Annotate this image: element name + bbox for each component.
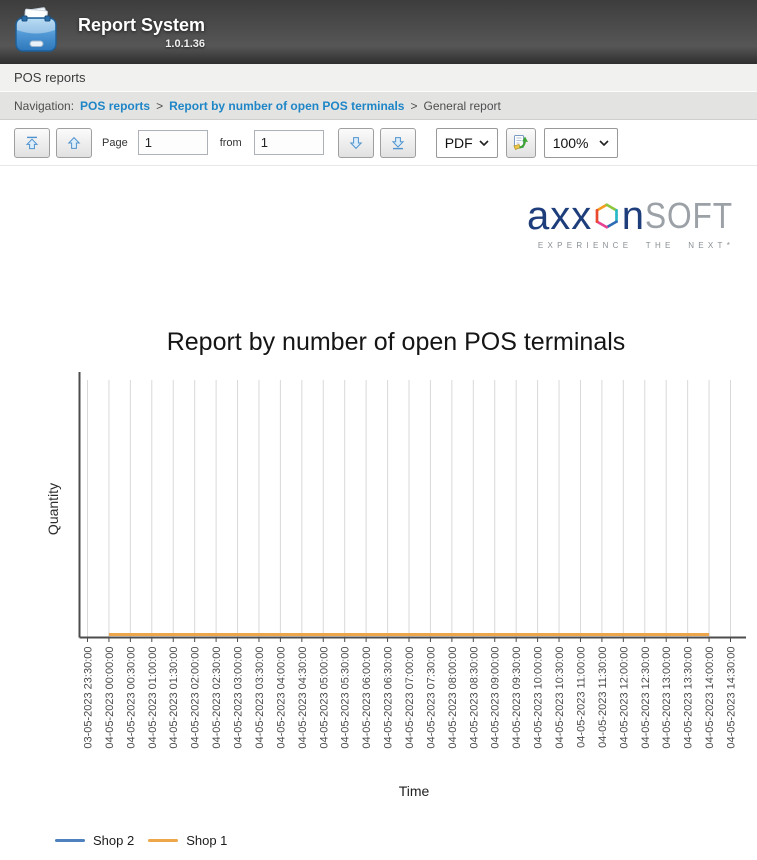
page-number-input[interactable]: [137, 130, 208, 155]
x-tick-label: 04-05-2023 10:00:00: [533, 647, 545, 749]
x-tick-label: 04-05-2023 00:30:00: [125, 647, 137, 749]
x-tick-label: 04-05-2023 01:30:00: [168, 647, 180, 749]
app-title: Report System: [78, 14, 206, 35]
x-tick-label: 04-05-2023 04:00:00: [275, 647, 287, 749]
x-tick-label: 04-05-2023 03:30:00: [254, 647, 266, 749]
up-arrow-icon: [67, 136, 81, 149]
x-tick-label: 04-05-2023 12:00:00: [618, 647, 630, 749]
tab-pos-reports[interactable]: POS reports: [14, 70, 86, 85]
x-tick-label: 04-05-2023 09:30:00: [511, 647, 523, 749]
x-tick-label: 04-05-2023 14:30:00: [726, 647, 738, 749]
x-tick-label: 04-05-2023 08:00:00: [447, 647, 459, 749]
total-pages-input[interactable]: [253, 130, 324, 155]
chevron-down-icon: [599, 139, 609, 146]
x-tick-label: 04-05-2023 08:30:00: [468, 647, 480, 749]
next-page-button[interactable]: [337, 127, 374, 158]
breadcrumb-prefix: Navigation:: [14, 98, 75, 113]
down-arrow-icon: [349, 136, 363, 149]
x-tick-label: 04-05-2023 07:00:00: [404, 647, 416, 749]
x-tick-label: 04-05-2023 13:00:00: [661, 647, 673, 749]
last-page-arrow-icon: [391, 136, 404, 149]
x-tick-label: 04-05-2023 11:30:00: [597, 647, 609, 748]
breadcrumb-current: General report: [423, 98, 501, 113]
first-page-arrow-icon: [25, 136, 39, 149]
x-tick-label: 04-05-2023 01:00:00: [147, 647, 159, 749]
breadcrumb-separator: >: [410, 98, 418, 113]
first-page-button[interactable]: [14, 127, 50, 158]
x-tick-label: 04-05-2023 06:30:00: [383, 647, 395, 749]
export-button[interactable]: [505, 127, 536, 158]
zoom-select[interactable]: 100%: [543, 127, 618, 158]
chart-title: Report by number of open POS terminals: [166, 328, 626, 356]
chart-legend: Shop 2 Shop 1: [55, 833, 227, 848]
x-axis-label: Time: [399, 783, 430, 799]
logo-text-axx: axx: [527, 194, 593, 238]
y-axis-label: Quantity: [45, 483, 61, 535]
legend-label: Shop 2: [93, 833, 135, 848]
app-version: 1.0.1.36: [165, 37, 206, 50]
app-header: Report System 1.0.1.36: [0, 0, 757, 64]
x-tick-label: 04-05-2023 12:30:00: [640, 647, 652, 749]
export-format-select[interactable]: PDF: [435, 127, 498, 158]
breadcrumb-link-pos-reports[interactable]: POS reports: [80, 98, 151, 113]
chevron-down-icon: [479, 139, 489, 146]
x-tick-label: 04-05-2023 05:00:00: [318, 647, 330, 749]
hexagon-icon: [595, 203, 619, 229]
last-page-button[interactable]: [379, 127, 416, 158]
report-system-logo-icon: [10, 6, 62, 58]
logo-tagline: EXPERIENCE THE NEXT*: [537, 241, 735, 250]
x-tick-label: 04-05-2023 09:00:00: [490, 647, 502, 749]
logo-text-n: n: [621, 194, 645, 238]
x-tick-label: 04-05-2023 07:30:00: [425, 647, 437, 749]
previous-page-button[interactable]: [56, 127, 92, 158]
breadcrumb-separator: >: [156, 98, 164, 113]
x-tick-label: 04-05-2023 03:00:00: [233, 647, 245, 749]
x-tick-label: 04-05-2023 10:30:00: [554, 647, 566, 749]
x-tick-label: 04-05-2023 05:30:00: [340, 647, 352, 749]
axxonsoft-logo: axx n SOFT EXPERIENCE THE NEXT*: [527, 196, 745, 250]
logo-text-soft: SOFT: [645, 195, 733, 236]
x-tick-label: 03-05-2023 23:30:00: [83, 647, 95, 749]
x-tick-label: 04-05-2023 06:00:00: [361, 647, 373, 749]
page-label: Page: [102, 136, 128, 149]
x-tick-label: 04-05-2023 13:30:00: [683, 647, 695, 749]
legend-item-shop-2: Shop 2: [55, 833, 134, 848]
x-tick-label: 04-05-2023 00:00:00: [104, 647, 116, 749]
export-document-icon: [513, 134, 528, 150]
x-tick-label: 04-05-2023 02:30:00: [211, 647, 223, 749]
report-toolbar: Page from PDF 100%: [0, 120, 757, 166]
legend-swatch: [55, 839, 85, 842]
breadcrumb: Navigation: POS reports > Report by numb…: [0, 92, 757, 120]
from-label: from: [219, 136, 242, 149]
legend-item-shop-1: Shop 1: [148, 833, 227, 848]
x-tick-label: 04-05-2023 02:00:00: [190, 647, 202, 749]
x-tick-label: 04-05-2023 04:30:00: [297, 647, 309, 749]
legend-label: Shop 1: [186, 833, 228, 848]
legend-swatch: [148, 839, 179, 842]
breadcrumb-link-report[interactable]: Report by number of open POS terminals: [169, 98, 405, 113]
zoom-value: 100%: [552, 134, 589, 151]
report-chart: Quantity Time 03-05-2023 23:30:00 04-05-2…: [45, 372, 746, 799]
x-tick-label: 04-05-2023 11:00:00: [575, 647, 587, 748]
export-format-value: PDF: [444, 134, 473, 151]
x-tick-label: 04-05-2023 14:00:00: [704, 647, 716, 749]
section-bar: POS reports: [0, 64, 757, 92]
